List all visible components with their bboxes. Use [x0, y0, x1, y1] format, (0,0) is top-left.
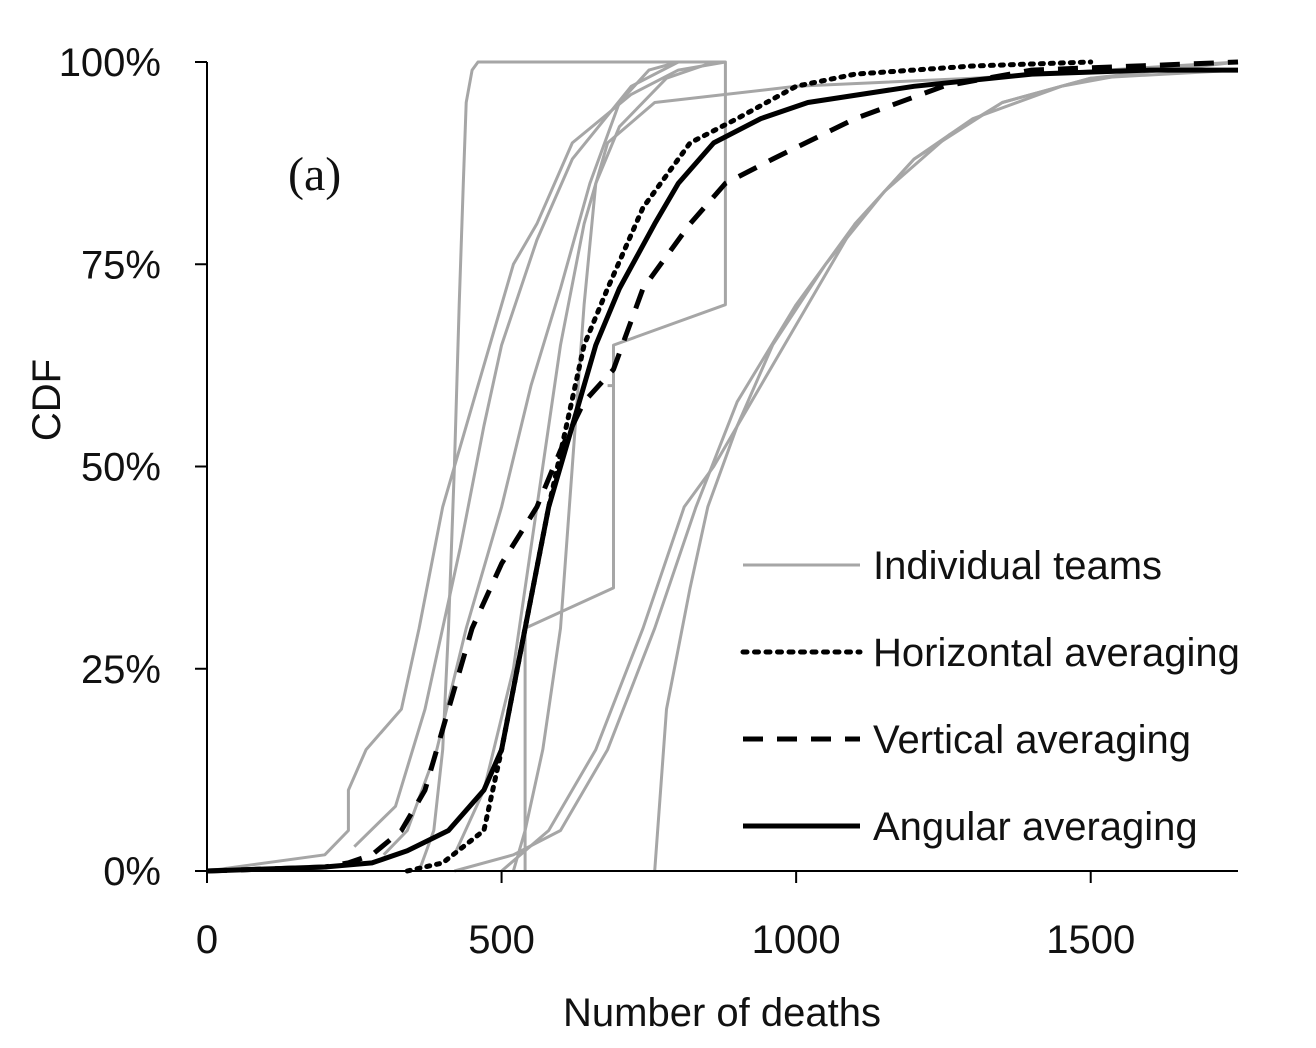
y-tick-label: 0%: [103, 850, 161, 894]
x-tick-label: 0: [196, 918, 218, 962]
series-line-individual-team: [453, 60, 1239, 856]
series-line-individual-team: [653, 68, 1239, 872]
legend-label-individual: Individual teams: [873, 544, 1162, 588]
panel-label: (a): [288, 148, 341, 201]
x-tick-label: 500: [468, 918, 535, 962]
x-tick-label: 1000: [752, 918, 841, 962]
series-line-individual-team: [511, 60, 715, 872]
series-line-individual-team: [523, 385, 615, 871]
y-tick-label: 75%: [81, 243, 161, 287]
y-tick-label: 50%: [81, 446, 161, 490]
series-line-individual-team: [382, 60, 679, 856]
y-axis-title: CDF: [25, 359, 69, 441]
legend-label-vertical: Vertical averaging: [873, 718, 1191, 762]
series-line-vertical-averaging: [206, 59, 1239, 874]
legend-label-angular: Angular averaging: [873, 805, 1198, 849]
series-line-individual-team: [417, 60, 727, 872]
series-line-horizontal-averaging: [404, 59, 1094, 874]
y-tick-label: 100%: [59, 41, 161, 85]
legend: Individual teams Horizontal averaging Ve…: [740, 544, 1240, 849]
y-tick-label: 25%: [81, 648, 161, 692]
series-line-individual-team: [206, 60, 726, 873]
ticks-layer: 0% 25% 50% 75% 100% 0 500 1000 1500: [59, 41, 1136, 962]
legend-label-horizontal: Horizontal averaging: [873, 631, 1240, 675]
x-tick-label: 1500: [1046, 918, 1135, 962]
series-layer: [206, 59, 1239, 874]
x-axis-title: Number of deaths: [563, 991, 881, 1035]
series-line-individual-team: [353, 60, 679, 848]
series-line-angular-averaging: [206, 67, 1238, 874]
